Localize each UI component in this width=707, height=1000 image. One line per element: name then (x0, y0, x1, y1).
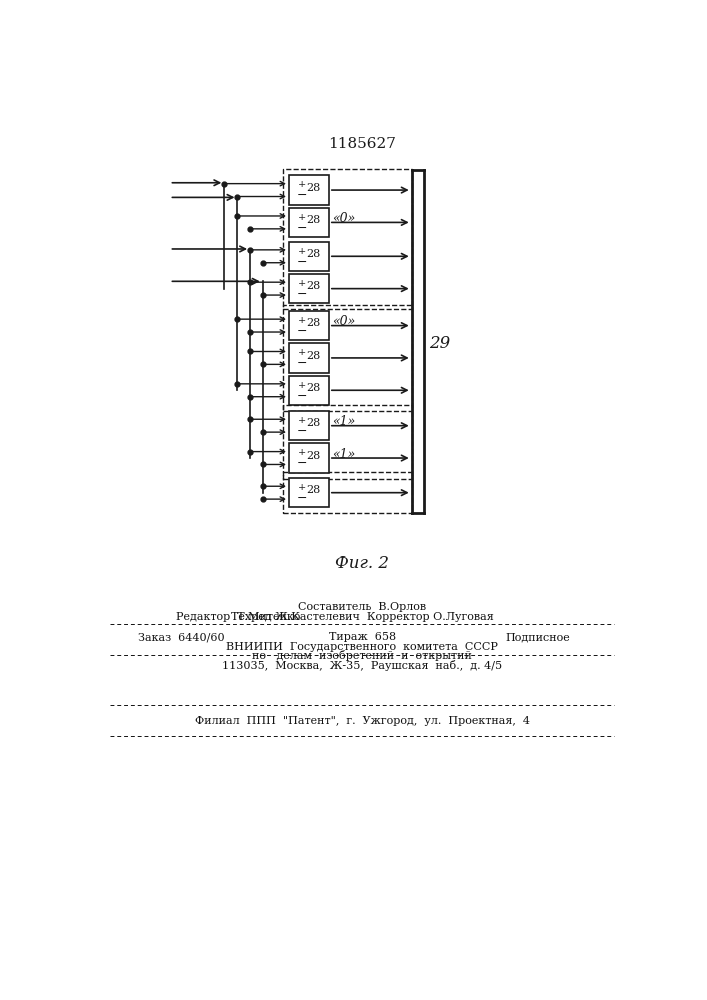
Text: 28: 28 (307, 281, 321, 291)
Text: −: − (296, 390, 307, 403)
Text: 28: 28 (307, 183, 321, 193)
Text: +: + (298, 180, 306, 189)
Bar (289, 311, 329, 340)
Bar (289, 175, 329, 205)
Text: 28: 28 (307, 383, 321, 393)
Text: −: − (296, 357, 307, 370)
Text: по   делам  изобретений  и  открытий: по делам изобретений и открытий (252, 650, 472, 661)
Text: «0»: «0» (332, 315, 355, 328)
Bar (289, 411, 329, 440)
Text: +: + (298, 348, 306, 357)
Text: ВНИИПИ  Государственного  комитета  СССР: ВНИИПИ Государственного комитета СССР (226, 642, 498, 652)
Text: +: + (298, 448, 306, 457)
Text: 1185627: 1185627 (328, 137, 397, 151)
Text: Филиал  ППП  "Патент",  г.  Ужгород,  ул.  Проектная,  4: Филиал ППП "Патент", г. Ужгород, ул. Про… (195, 716, 530, 726)
Bar (284, 405, 411, 479)
Text: −: − (296, 425, 307, 438)
Text: 28: 28 (307, 485, 321, 495)
Bar (289, 478, 329, 507)
Bar (289, 443, 329, 473)
Text: +: + (298, 213, 306, 222)
Bar (289, 274, 329, 303)
Text: +: + (298, 247, 306, 256)
Text: +: + (298, 416, 306, 425)
Text: 28: 28 (307, 351, 321, 361)
Text: −: − (296, 189, 307, 202)
Text: −: − (296, 288, 307, 301)
Text: −: − (296, 492, 307, 505)
Bar (289, 376, 329, 405)
Text: 28: 28 (307, 249, 321, 259)
Text: +: + (298, 279, 306, 288)
Text: +: + (298, 483, 306, 492)
Text: «1»: «1» (332, 448, 355, 461)
Text: +: + (298, 381, 306, 390)
Text: 28: 28 (307, 215, 321, 225)
Text: Составитель  В.Орлов: Составитель В.Орлов (298, 602, 426, 612)
Bar (289, 242, 329, 271)
Text: 113035,  Москва,  Ж-35,  Раушская  наб.,  д. 4/5: 113035, Москва, Ж-35, Раушская наб., д. … (222, 660, 503, 671)
Text: Тираж  658: Тираж 658 (329, 632, 396, 642)
Text: −: − (296, 325, 307, 338)
Bar (289, 208, 329, 237)
Text: 29: 29 (429, 335, 450, 352)
Text: Фиг. 2: Фиг. 2 (335, 555, 390, 572)
Text: −: − (296, 457, 307, 470)
Text: «0»: «0» (332, 212, 355, 225)
Bar (284, 305, 411, 411)
Text: −: − (296, 256, 307, 269)
Text: Редактор  Т.Митейко: Редактор Т.Митейко (176, 612, 300, 622)
Text: «1»: «1» (332, 415, 355, 428)
Text: 28: 28 (307, 451, 321, 461)
Text: +: + (298, 316, 306, 325)
Bar (284, 169, 411, 309)
Bar (289, 343, 329, 373)
Text: 28: 28 (307, 318, 321, 328)
Text: Заказ  6440/60: Заказ 6440/60 (138, 632, 224, 642)
Text: Техред Ж.Кастелевич  Корректор О.Луговая: Техред Ж.Кастелевич Корректор О.Луговая (231, 612, 493, 622)
Bar (284, 472, 411, 513)
Text: 28: 28 (307, 418, 321, 428)
Text: Подписное: Подписное (506, 632, 570, 642)
Text: −: − (296, 222, 307, 235)
